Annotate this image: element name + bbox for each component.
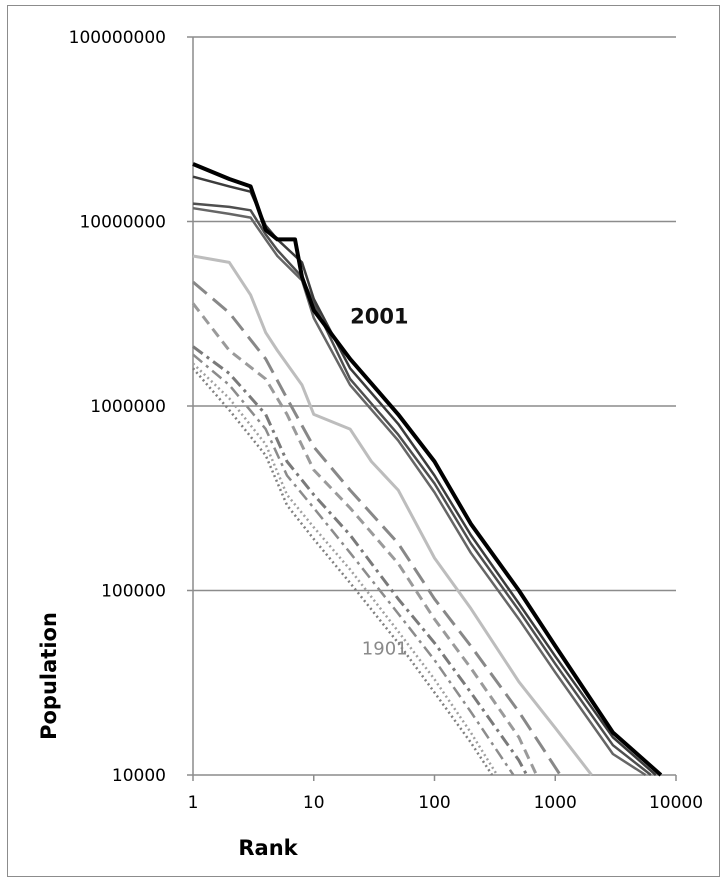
- y-tick-label: 100000: [101, 582, 166, 602]
- series-line-5: [192, 280, 562, 776]
- annotation-1901: 1901: [362, 638, 408, 659]
- y-tick-label: 10000000: [79, 213, 166, 233]
- y-tick-label: 1000000: [90, 397, 166, 417]
- series-line-10: [192, 367, 494, 776]
- x-tick-label: 1: [188, 793, 199, 813]
- x-tick-label: 100: [418, 793, 450, 813]
- tick-labels: 100000000 10000000 1000000 100000 10000 1 10 10…: [69, 28, 703, 813]
- series-line-7: [192, 345, 529, 776]
- series-line-3: [192, 206, 647, 777]
- series-line-0: [192, 162, 663, 777]
- annotation-2001: 2001: [350, 304, 408, 328]
- y-axis-title: Population: [37, 612, 61, 740]
- series-group: [191, 162, 663, 777]
- series-line-9: [192, 362, 499, 776]
- x-tick-label: 1000: [534, 793, 577, 813]
- series-line-8: [192, 353, 515, 776]
- x-axis-title: Rank: [238, 836, 298, 860]
- chart-frame: [7, 5, 720, 877]
- series-line-6: [191, 302, 538, 776]
- y-tick-label: 10000: [112, 766, 166, 786]
- x-tick-label: 10: [303, 793, 325, 813]
- y-tick-label: 100000000: [69, 28, 166, 48]
- axes: [192, 37, 676, 776]
- series-line-2: [192, 202, 652, 776]
- grid-lines: [187, 36, 677, 781]
- series-line-4: [192, 254, 593, 776]
- x-tick-label: 10000: [649, 793, 703, 813]
